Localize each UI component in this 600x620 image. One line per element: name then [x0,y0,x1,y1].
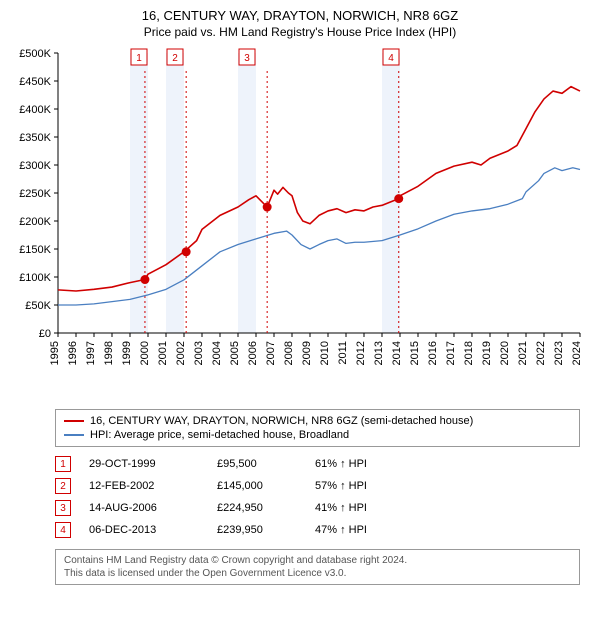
svg-text:1996: 1996 [67,341,79,365]
event-date: 14-AUG-2006 [89,502,199,514]
svg-text:2015: 2015 [409,341,421,365]
svg-text:1999: 1999 [121,341,133,365]
legend-item: HPI: Average price, semi-detached house,… [64,428,571,442]
event-date: 06-DEC-2013 [89,524,199,536]
event-date: 12-FEB-2002 [89,480,199,492]
svg-text:£150K: £150K [19,244,51,256]
svg-text:2024: 2024 [571,341,583,365]
svg-text:£200K: £200K [19,216,51,228]
svg-text:£400K: £400K [19,104,51,116]
event-row: 4 06-DEC-2013 £239,950 47% ↑ HPI [55,519,580,541]
svg-text:2019: 2019 [481,341,493,365]
event-row: 1 29-OCT-1999 £95,500 61% ↑ HPI [55,453,580,475]
event-hpi: 57% ↑ HPI [315,480,580,492]
svg-text:£300K: £300K [19,160,51,172]
event-date: 29-OCT-1999 [89,458,199,470]
event-hpi: 47% ↑ HPI [315,524,580,536]
svg-text:£50K: £50K [25,300,51,312]
event-price: £145,000 [217,480,297,492]
svg-text:2004: 2004 [211,341,223,365]
chart-title: 16, CENTURY WAY, DRAYTON, NORWICH, NR8 6… [10,8,590,23]
svg-text:£500K: £500K [19,48,51,60]
svg-text:2017: 2017 [445,341,457,365]
svg-text:2013: 2013 [373,341,385,365]
svg-text:4: 4 [388,53,394,64]
svg-text:2020: 2020 [499,341,511,365]
svg-text:£0: £0 [39,328,51,340]
legend-item: 16, CENTURY WAY, DRAYTON, NORWICH, NR8 6… [64,414,571,428]
svg-text:2018: 2018 [463,341,475,365]
chart-subtitle: Price paid vs. HM Land Registry's House … [10,25,590,39]
event-row: 2 12-FEB-2002 £145,000 57% ↑ HPI [55,475,580,497]
event-row: 3 14-AUG-2006 £224,950 41% ↑ HPI [55,497,580,519]
svg-text:£250K: £250K [19,188,51,200]
line-chart: £0 £50K £100K £150K £200K £250K £300K £350K £400… [10,43,590,403]
svg-text:2016: 2016 [427,341,439,365]
svg-text:£350K: £350K [19,132,51,144]
svg-text:2014: 2014 [391,341,403,365]
svg-text:1998: 1998 [103,341,115,365]
event-marker: 3 [55,500,71,516]
svg-text:2005: 2005 [229,341,241,365]
svg-text:£100K: £100K [19,272,51,284]
svg-text:1997: 1997 [85,341,97,365]
footer-line: This data is licensed under the Open Gov… [64,567,571,580]
svg-text:£450K: £450K [19,76,51,88]
svg-text:2000: 2000 [139,341,151,365]
chart-container: 16, CENTURY WAY, DRAYTON, NORWICH, NR8 6… [0,0,600,593]
event-hpi: 61% ↑ HPI [315,458,580,470]
svg-text:3: 3 [244,53,250,64]
svg-text:2012: 2012 [355,341,367,365]
svg-text:2006: 2006 [247,341,259,365]
legend-label: 16, CENTURY WAY, DRAYTON, NORWICH, NR8 6… [90,415,473,427]
svg-text:1: 1 [136,53,142,64]
event-price: £95,500 [217,458,297,470]
svg-text:2007: 2007 [265,341,277,365]
svg-text:2021: 2021 [517,341,529,365]
footer-line: Contains HM Land Registry data © Crown c… [64,554,571,567]
title-block: 16, CENTURY WAY, DRAYTON, NORWICH, NR8 6… [10,8,590,39]
svg-text:2009: 2009 [301,341,313,365]
event-marker: 4 [55,522,71,538]
svg-text:2010: 2010 [319,341,331,365]
attribution-footer: Contains HM Land Registry data © Crown c… [55,549,580,585]
legend-swatch [64,434,84,436]
svg-text:2008: 2008 [283,341,295,365]
event-list: 1 29-OCT-1999 £95,500 61% ↑ HPI 2 12-FEB-2002… [55,453,580,541]
event-hpi: 41% ↑ HPI [315,502,580,514]
svg-text:2011: 2011 [337,341,349,365]
svg-text:2001: 2001 [157,341,169,365]
legend-swatch [64,420,84,422]
chart-area: £0 £50K £100K £150K £200K £250K £300K £350K £400… [10,43,590,403]
event-marker: 2 [55,478,71,494]
legend-label: HPI: Average price, semi-detached house,… [90,429,349,441]
svg-text:2: 2 [172,53,178,64]
event-price: £224,950 [217,502,297,514]
svg-text:2002: 2002 [175,341,187,365]
svg-text:2022: 2022 [535,341,547,365]
svg-text:2023: 2023 [553,341,565,365]
legend: 16, CENTURY WAY, DRAYTON, NORWICH, NR8 6… [55,409,580,447]
event-price: £239,950 [217,524,297,536]
svg-text:2003: 2003 [193,341,205,365]
svg-text:1995: 1995 [49,341,61,365]
event-marker: 1 [55,456,71,472]
